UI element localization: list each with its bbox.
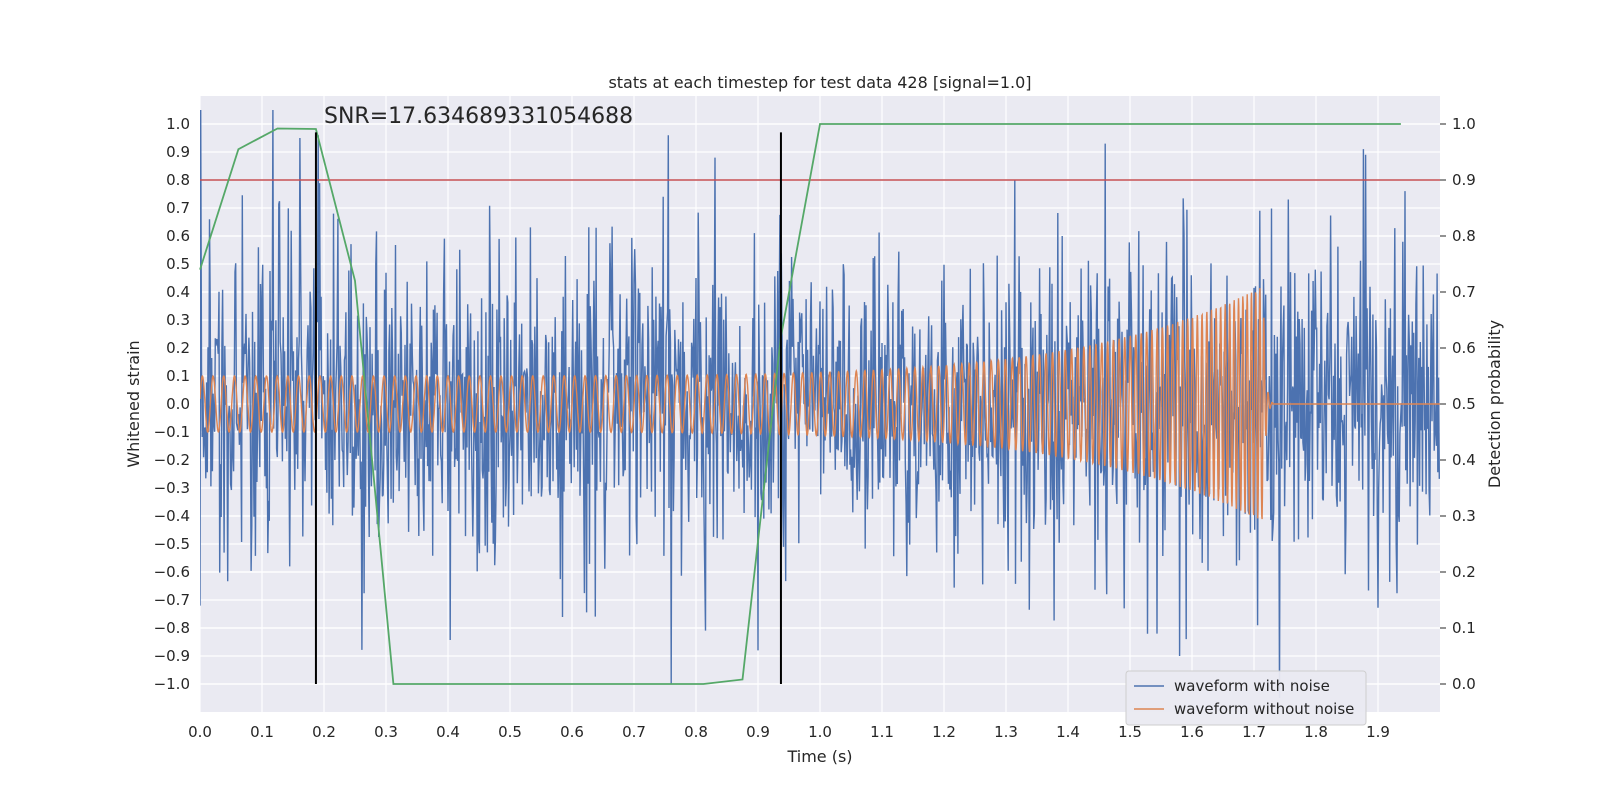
y-tick-label: 0.7	[166, 199, 190, 217]
x-tick-label: 1.8	[1304, 723, 1328, 741]
y2-tick-label: 0.1	[1452, 619, 1476, 637]
y2-tick-label: 0.6	[1452, 339, 1476, 357]
y-tick-label: 0.1	[166, 367, 190, 385]
x-tick-label: 0.6	[560, 723, 584, 741]
x-tick-label: 1.1	[870, 723, 894, 741]
y-tick-label: −0.4	[154, 507, 190, 525]
y2-tick-label: 0.7	[1452, 283, 1476, 301]
x-tick-label: 1.3	[994, 723, 1018, 741]
y-tick-label: 0.8	[166, 171, 190, 189]
x-tick-label: 1.5	[1118, 723, 1142, 741]
x-tick-label: 1.2	[932, 723, 956, 741]
y2-tick-label: 0.5	[1452, 395, 1476, 413]
y-tick-label: −0.5	[154, 535, 190, 553]
series-waveform-without-noise	[200, 288, 1440, 520]
x-tick-label: 0.2	[312, 723, 336, 741]
y-tick-label: −0.9	[154, 647, 190, 665]
y-tick-label: −0.7	[154, 591, 190, 609]
y2-tick-label: 1.0	[1452, 115, 1476, 133]
x-tick-label: 0.1	[250, 723, 274, 741]
y-tick-label: 0.2	[166, 339, 190, 357]
y-tick-label: 0.3	[166, 311, 190, 329]
y-tick-label: 0.9	[166, 143, 190, 161]
y2-tick-label: 0.8	[1452, 227, 1476, 245]
x-tick-label: 1.6	[1180, 723, 1204, 741]
y-tick-label: −0.2	[154, 451, 190, 469]
y2-tick-label: 0.0	[1452, 675, 1476, 693]
y-tick-label: 0.5	[166, 255, 190, 273]
chart-title: stats at each timestep for test data 428…	[608, 73, 1031, 92]
x-tick-label: 0.7	[622, 723, 646, 741]
y2-axis-label: Detection probability	[1485, 320, 1504, 488]
series-layer	[200, 109, 1440, 699]
x-tick-label: 1.7	[1242, 723, 1266, 741]
x-tick-label: 0.8	[684, 723, 708, 741]
x-tick-label: 1.4	[1056, 723, 1080, 741]
y-axis-label: Whitened strain	[124, 340, 143, 467]
x-tick-label: 0.0	[188, 723, 212, 741]
x-axis-label: Time (s)	[786, 747, 852, 766]
y2-tick-label: 0.4	[1452, 451, 1476, 469]
series-detection-probability	[199, 123, 1401, 685]
x-tick-label: 0.4	[436, 723, 460, 741]
y-tick-label: −1.0	[154, 675, 190, 693]
legend-label-clean: waveform without noise	[1174, 700, 1354, 718]
y-tick-label: −0.1	[154, 423, 190, 441]
y-tick-label: 1.0	[166, 115, 190, 133]
x-tick-label: 1.9	[1366, 723, 1390, 741]
x-tick-label: 0.3	[374, 723, 398, 741]
y2-tick-label: 0.9	[1452, 171, 1476, 189]
x-tick-label: 0.5	[498, 723, 522, 741]
legend: waveform with noise waveform without noi…	[1125, 670, 1367, 726]
y-tick-label: 0.4	[166, 283, 190, 301]
overlay-layer	[199, 123, 1440, 685]
legend-box	[1125, 670, 1367, 726]
y-tick-label: 0.0	[166, 395, 190, 413]
snr-annotation: SNR=17.634689331054688	[324, 104, 633, 129]
y-tick-label: −0.3	[154, 479, 190, 497]
y2-tick-label: 0.3	[1452, 507, 1476, 525]
legend-label-noise: waveform with noise	[1174, 677, 1330, 695]
y2-tick-label: 0.2	[1452, 563, 1476, 581]
x-tick-label: 1.0	[808, 723, 832, 741]
y-tick-label: −0.6	[154, 563, 190, 581]
y-tick-label: 0.6	[166, 227, 190, 245]
y-tick-label: −0.8	[154, 619, 190, 637]
x-tick-label: 0.9	[746, 723, 770, 741]
ticks: 0.0 0.1 0.2 0.3 0.4 0.5 0.6 0.7 0.8 0.9 1.0 1.1 1.2 1…	[154, 115, 1476, 741]
